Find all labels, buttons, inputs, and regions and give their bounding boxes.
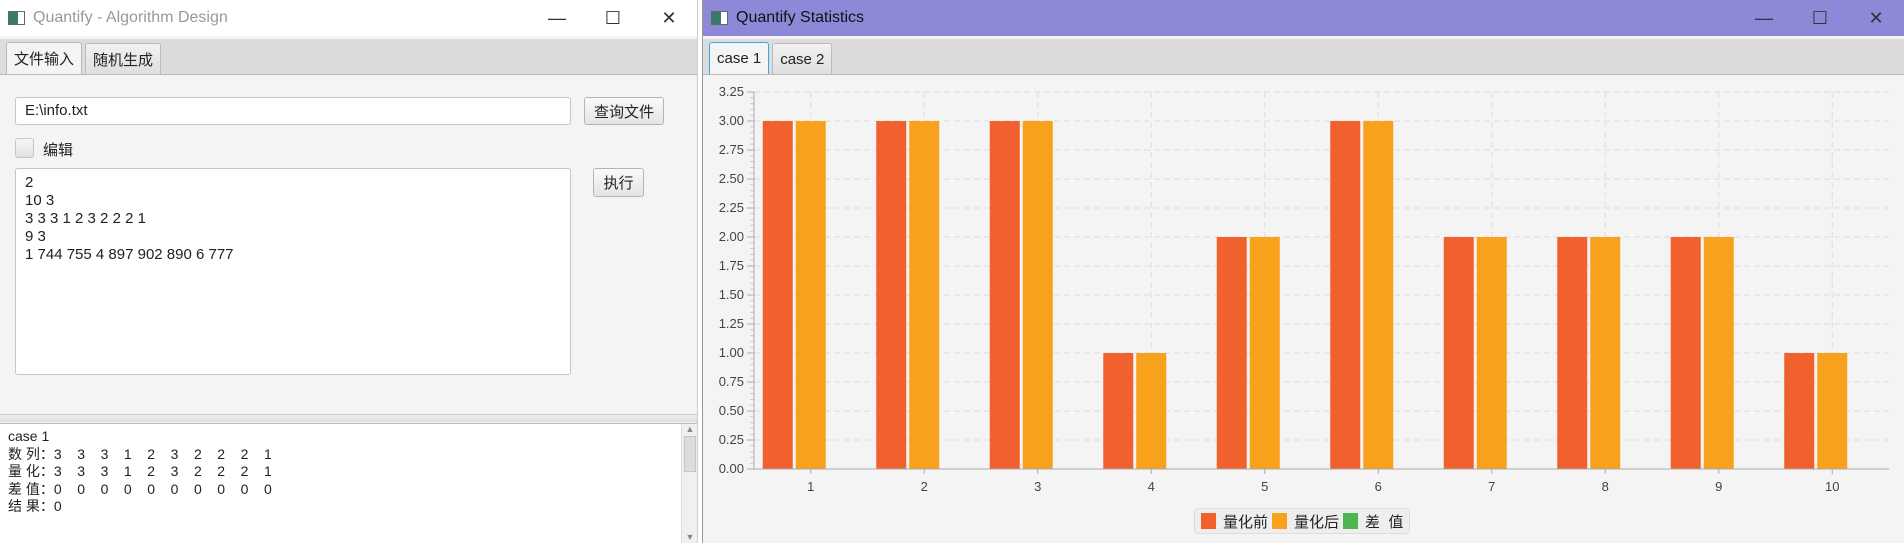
tab-random-generate[interactable]: 随机生成 — [85, 43, 162, 74]
bar-after — [1136, 353, 1167, 469]
x-tick-label: 7 — [1488, 479, 1495, 494]
x-tick-label: 8 — [1602, 479, 1609, 494]
tab-bar: 文件输入 随机生成 — [0, 39, 697, 75]
window-title: Quantify Statistics — [736, 9, 865, 26]
bar-after — [909, 121, 940, 469]
y-tick-label: 0.25 — [719, 432, 744, 447]
run-button[interactable]: 执行 — [593, 168, 644, 197]
bar-before — [876, 121, 907, 469]
minimize-button[interactable]: — — [1755, 7, 1773, 28]
x-tick-label: 5 — [1261, 479, 1268, 494]
bar-before — [1670, 237, 1701, 469]
bar-before — [762, 121, 793, 469]
tab-bar: case 1 case 2 — [703, 39, 1904, 75]
y-tick-label: 0.50 — [719, 403, 744, 418]
bar-after — [1703, 237, 1734, 469]
maximize-button[interactable]: ☐ — [604, 7, 622, 28]
x-tick-label: 4 — [1148, 479, 1155, 494]
x-tick-label: 6 — [1375, 479, 1382, 494]
edit-checkbox-label: 编辑 — [43, 142, 74, 159]
legend-label-diff: 差 值 — [1365, 513, 1404, 531]
bar-after — [1476, 237, 1507, 469]
y-tick-label: 3.00 — [719, 113, 744, 128]
x-tick-label: 3 — [1034, 479, 1041, 494]
app-icon — [8, 11, 25, 25]
bar-after — [1249, 237, 1280, 469]
bar-before — [1443, 237, 1474, 469]
bar-after — [1817, 353, 1848, 469]
y-tick-label: 1.50 — [719, 287, 744, 302]
legend-swatch-before — [1201, 513, 1216, 529]
main-window: Quantify - Algorithm Design — ☐ ✕ 文件输入 随… — [0, 0, 698, 543]
y-tick-label: 0.00 — [719, 461, 744, 476]
output-scrollbar[interactable]: ▲ ▼ — [681, 424, 697, 543]
tab-file-input[interactable]: 文件输入 — [6, 42, 83, 74]
chart-svg: 0.00 0.25 0.50 0.75 1.00 1.25 1.50 1.75 2.00 2.25… — [719, 84, 1889, 494]
x-tick-label: 9 — [1715, 479, 1722, 494]
y-tick-label: 1.75 — [719, 258, 744, 273]
minimize-button[interactable]: — — [548, 7, 566, 28]
output-area[interactable]: case 1 数 列：3 3 3 1 2 3 2 2 2 1 量 化：3 3 3… — [0, 423, 697, 543]
legend-label-after: 量化后 — [1294, 513, 1340, 531]
y-tick-label: 1.25 — [719, 316, 744, 331]
x-tick-label: 2 — [921, 479, 928, 494]
legend-swatch-after — [1272, 513, 1288, 529]
title-bar: Quantify - Algorithm Design — ☐ ✕ — [0, 0, 697, 36]
y-tick-label: 0.75 — [719, 374, 744, 389]
bar-after — [1022, 121, 1053, 469]
y-tick-label: 1.00 — [719, 345, 744, 360]
tab-case-2[interactable]: case 2 — [772, 43, 833, 74]
bar-after — [1590, 237, 1621, 469]
bar-before — [1103, 353, 1134, 469]
window-title: Quantify - Algorithm Design — [33, 9, 228, 26]
close-button[interactable]: ✕ — [661, 7, 677, 28]
legend-swatch-diff — [1343, 513, 1359, 529]
chart-legend: 量化前 量化后 差 值 — [1194, 508, 1411, 534]
legend-label-before: 量化前 — [1223, 513, 1269, 531]
bar-chart: 0.00 0.25 0.50 0.75 1.00 1.25 1.50 1.75 2.00 2.25… — [703, 76, 1904, 543]
app-icon — [711, 11, 728, 25]
y-tick-label: 2.75 — [719, 142, 744, 157]
y-tick-label: 2.50 — [719, 171, 744, 186]
bar-before — [1784, 353, 1815, 469]
bar-before — [1557, 237, 1588, 469]
close-button[interactable]: ✕ — [1868, 7, 1884, 28]
output-text: case 1 数 列：3 3 3 1 2 3 2 2 2 1 量 化：3 3 3… — [8, 428, 272, 514]
bar-before — [1330, 121, 1361, 469]
bar-before — [1216, 237, 1247, 469]
bar-before — [989, 121, 1020, 469]
query-file-button[interactable]: 查询文件 — [584, 97, 664, 125]
bar-after — [1363, 121, 1394, 469]
split-divider[interactable] — [0, 414, 697, 422]
file-path-input[interactable]: E:\info.txt — [15, 97, 571, 125]
y-tick-label: 2.25 — [719, 200, 744, 215]
statistics-window: Quantify Statistics — ☐ ✕ case 1 case 2 … — [702, 0, 1904, 543]
input-textarea[interactable]: 2 10 3 3 3 3 1 2 3 2 2 2 1 9 3 1 744 755… — [15, 168, 571, 375]
bar-after — [795, 121, 826, 469]
scrollbar-thumb[interactable] — [684, 436, 696, 472]
tab-case-1[interactable]: case 1 — [709, 42, 770, 74]
x-tick-label: 10 — [1825, 479, 1839, 494]
edit-checkbox[interactable] — [15, 138, 34, 158]
title-bar: Quantify Statistics — ☐ ✕ — [703, 0, 1904, 36]
y-tick-label: 3.25 — [719, 84, 744, 99]
x-tick-label: 1 — [807, 479, 814, 494]
maximize-button[interactable]: ☐ — [1811, 7, 1829, 28]
y-tick-label: 2.00 — [719, 229, 744, 244]
